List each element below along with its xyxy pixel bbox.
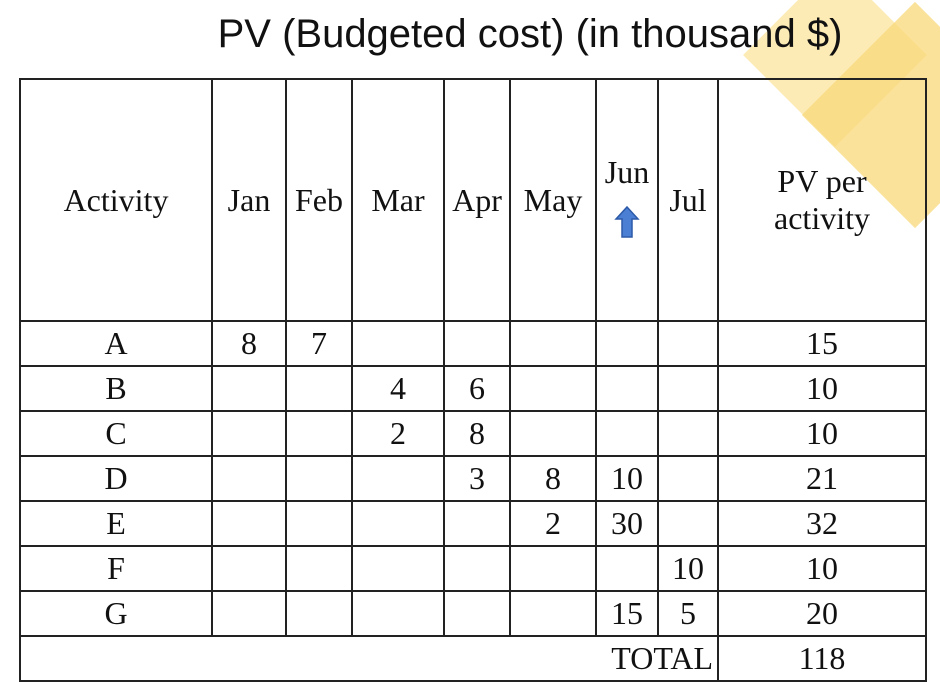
month-cell: 8 <box>211 320 287 367</box>
activity-cell: B <box>19 365 213 412</box>
header-row: Activity Jan Feb Mar Apr May Jun Jul PV … <box>19 78 927 322</box>
header-month: Jan <box>211 78 287 322</box>
month-cell <box>595 320 659 367</box>
pv-cell: 10 <box>717 545 927 592</box>
month-cell <box>351 545 445 592</box>
month-cell: 30 <box>595 500 659 547</box>
month-cell: 10 <box>657 545 719 592</box>
month-cell <box>509 545 597 592</box>
pv-table: Activity Jan Feb Mar Apr May Jun Jul PV … <box>19 78 927 682</box>
month-cell <box>443 590 511 637</box>
month-cell <box>443 545 511 592</box>
month-cell <box>211 410 287 457</box>
total-blank <box>19 635 596 682</box>
header-pv-line1: PV per <box>777 163 867 200</box>
activity-cell: A <box>19 320 213 367</box>
header-month: May <box>509 78 597 322</box>
table-row: E 2 30 32 <box>19 500 927 547</box>
month-cell: 5 <box>657 590 719 637</box>
month-cell <box>211 590 287 637</box>
month-cell <box>211 455 287 502</box>
month-cell <box>351 320 445 367</box>
month-cell <box>595 545 659 592</box>
month-cell <box>211 500 287 547</box>
month-cell <box>285 590 353 637</box>
month-cell <box>351 590 445 637</box>
month-cell <box>595 410 659 457</box>
header-pv-line2: activity <box>774 200 870 236</box>
month-cell <box>657 410 719 457</box>
month-cell <box>509 410 597 457</box>
pv-cell: 10 <box>717 410 927 457</box>
activity-cell: E <box>19 500 213 547</box>
table-row: B 4 6 10 <box>19 365 927 412</box>
month-cell: 8 <box>509 455 597 502</box>
month-cell <box>657 500 719 547</box>
activity-cell: G <box>19 590 213 637</box>
month-cell: 2 <box>351 410 445 457</box>
header-pv-per-activity: PV per activity <box>717 78 927 322</box>
table-row: G 15 5 20 <box>19 590 927 637</box>
month-cell <box>443 320 511 367</box>
month-cell <box>285 500 353 547</box>
month-cell: 2 <box>509 500 597 547</box>
table-row: F 10 10 <box>19 545 927 592</box>
header-month-label: Jun <box>604 153 650 190</box>
header-activity: Activity <box>19 78 213 322</box>
table-row: C 2 8 10 <box>19 410 927 457</box>
month-cell <box>595 365 659 412</box>
total-value: 118 <box>717 635 927 682</box>
month-cell: 7 <box>285 320 353 367</box>
activity-cell: D <box>19 455 213 502</box>
month-cell <box>657 455 719 502</box>
pv-cell: 32 <box>717 500 927 547</box>
month-cell: 3 <box>443 455 511 502</box>
header-month: Mar <box>351 78 445 322</box>
month-cell <box>211 545 287 592</box>
header-month: Jul <box>657 78 719 322</box>
month-cell <box>285 545 353 592</box>
pv-cell: 21 <box>717 455 927 502</box>
total-label: TOTAL <box>596 635 719 682</box>
up-arrow-icon <box>597 205 657 247</box>
month-cell <box>509 590 597 637</box>
month-cell <box>509 365 597 412</box>
header-month: Feb <box>285 78 353 322</box>
header-month-jun: Jun <box>595 78 659 322</box>
month-cell <box>443 500 511 547</box>
month-cell <box>509 320 597 367</box>
page-title: PV (Budgeted cost) (in thousand $) <box>217 12 843 56</box>
month-cell: 4 <box>351 365 445 412</box>
pv-cell: 15 <box>717 320 927 367</box>
month-cell: 10 <box>595 455 659 502</box>
month-cell <box>211 365 287 412</box>
pv-cell: 20 <box>717 590 927 637</box>
month-cell <box>351 455 445 502</box>
pv-cell: 10 <box>717 365 927 412</box>
month-cell <box>657 365 719 412</box>
month-cell <box>285 365 353 412</box>
month-cell <box>351 500 445 547</box>
header-month: Apr <box>443 78 511 322</box>
table-row: D 3 8 10 21 <box>19 455 927 502</box>
month-cell: 8 <box>443 410 511 457</box>
table-row: A 8 7 15 <box>19 320 927 367</box>
month-cell <box>285 410 353 457</box>
month-cell <box>285 455 353 502</box>
activity-cell: F <box>19 545 213 592</box>
total-row: TOTAL 118 <box>19 635 927 682</box>
month-cell: 6 <box>443 365 511 412</box>
month-cell <box>657 320 719 367</box>
month-cell: 15 <box>595 590 659 637</box>
activity-cell: C <box>19 410 213 457</box>
